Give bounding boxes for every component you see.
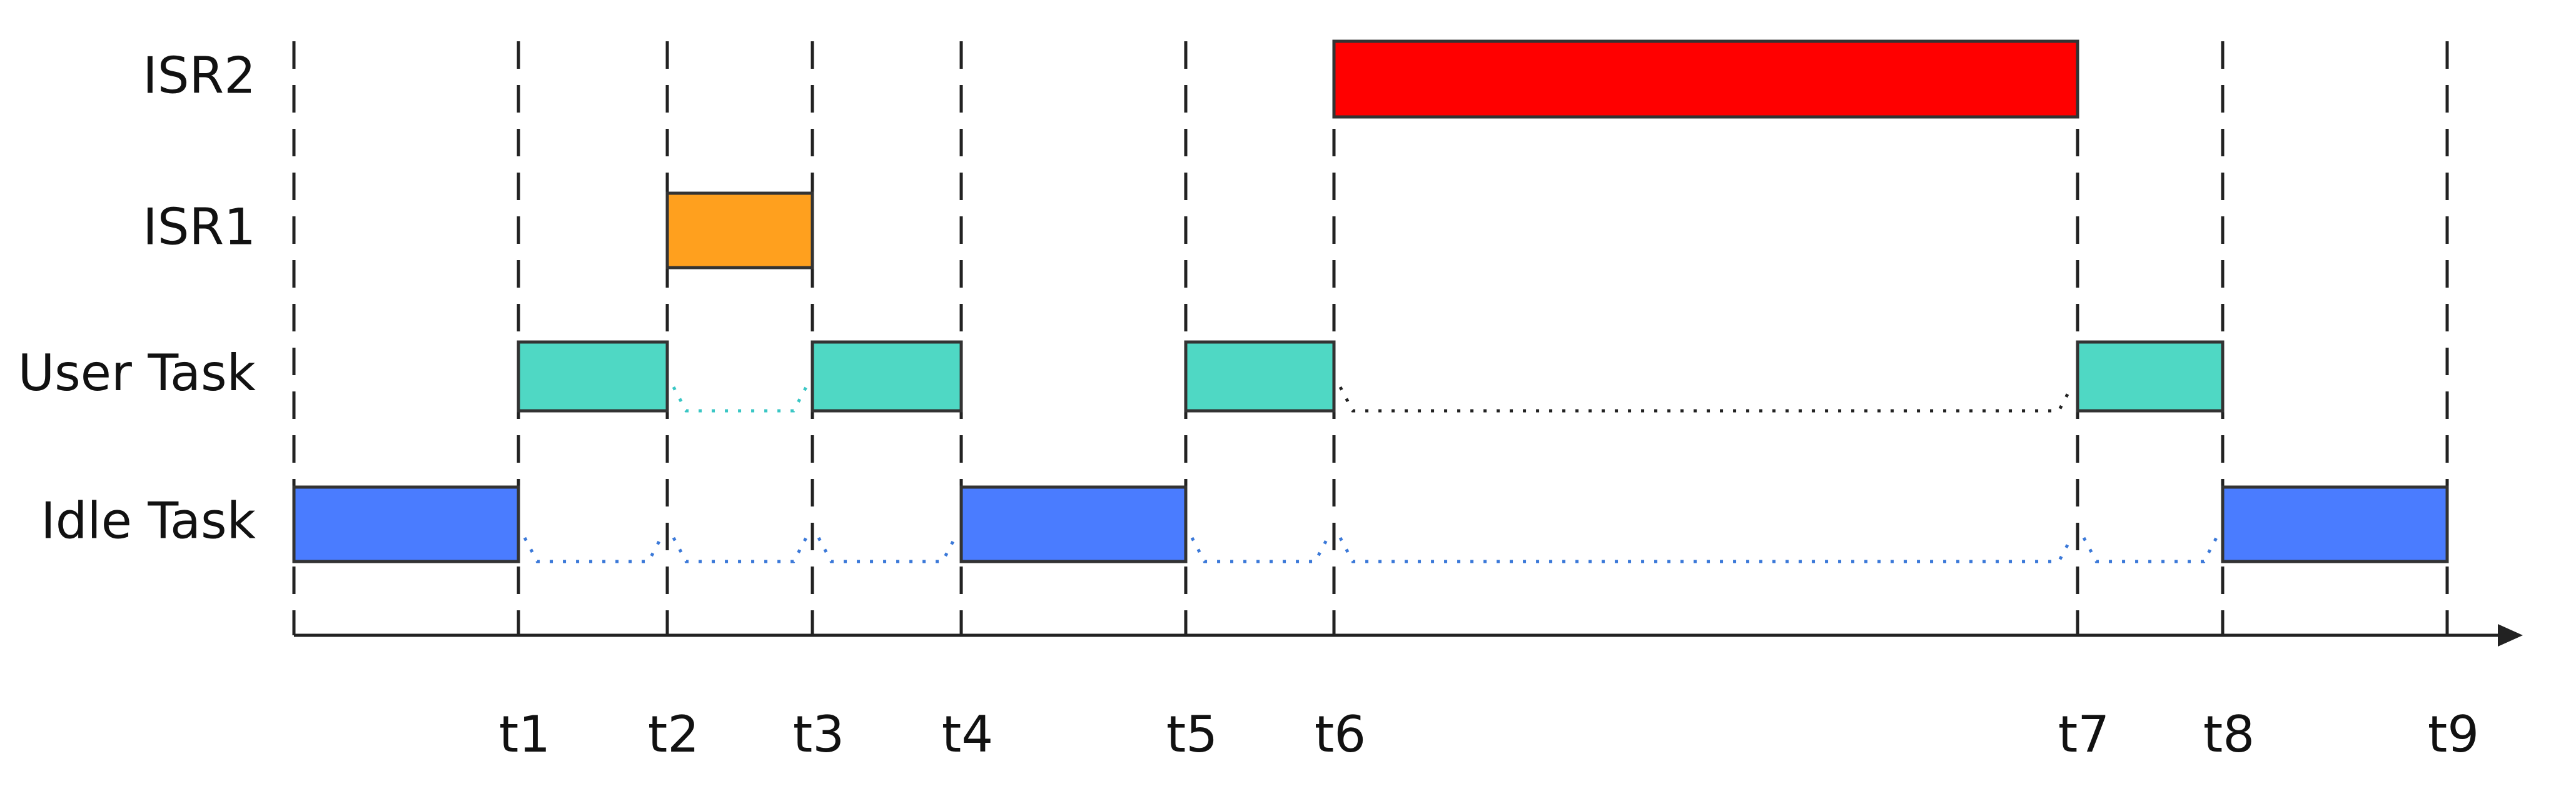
- exec-block: [1332, 39, 2079, 119]
- wait-line: [523, 537, 663, 563]
- row-label: User Task: [18, 344, 256, 402]
- time-label: t5: [1166, 705, 1218, 763]
- exec-block: [292, 485, 520, 563]
- row-label: ISR2: [143, 46, 256, 104]
- time-label: t2: [648, 705, 699, 763]
- axis-arrow: [2498, 624, 2523, 647]
- exec-block: [517, 340, 669, 413]
- exec-block: [2221, 485, 2449, 563]
- row-label: ISR1: [143, 198, 256, 256]
- time-label: t1: [499, 705, 550, 763]
- wait-line: [817, 537, 957, 563]
- wait-line: [1190, 537, 1330, 563]
- time-label: t4: [942, 705, 993, 763]
- wait-line: [672, 386, 808, 413]
- exec-block: [2076, 340, 2225, 413]
- time-label: t7: [2058, 705, 2109, 763]
- wait-line: [1338, 537, 2073, 563]
- time-label: t8: [2203, 705, 2255, 763]
- row-label: Idle Task: [41, 491, 256, 550]
- time-label: t3: [793, 705, 844, 763]
- wait-line: [672, 537, 808, 563]
- time-label: t9: [2428, 705, 2479, 763]
- time-label: t6: [1315, 705, 1366, 763]
- exec-block: [811, 340, 963, 413]
- exec-block: [665, 191, 814, 270]
- wait-line: [1338, 386, 2073, 413]
- exec-block: [959, 485, 1188, 563]
- wait-line: [2082, 537, 2218, 563]
- exec-block: [1184, 340, 1336, 413]
